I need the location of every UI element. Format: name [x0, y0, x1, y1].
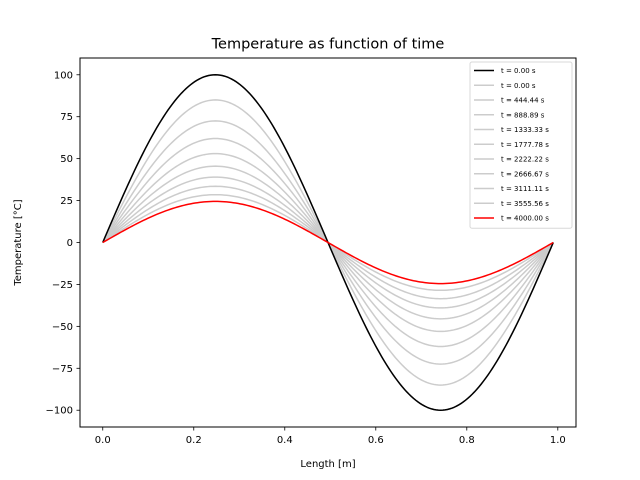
- x-tick-label: 1.0: [550, 435, 566, 446]
- y-tick-label: −50: [52, 322, 73, 333]
- x-axis-title: Length [m]: [300, 459, 355, 470]
- legend-label: t = 888.89 s: [501, 111, 545, 119]
- y-tick-label: 50: [60, 154, 73, 165]
- legend-label: t = 444.44 s: [501, 97, 545, 105]
- y-tick-label: 25: [60, 196, 73, 207]
- legend-label: t = 2222.22 s: [501, 156, 549, 164]
- plot-lines: [102, 74, 554, 411]
- x-tick-label: 0.6: [368, 435, 384, 446]
- y-axis-title: Temperature [°C]: [13, 199, 24, 286]
- legend-label: t = 4000.00 s: [501, 215, 549, 223]
- y-tick-label: 100: [54, 70, 73, 81]
- y-axis-ticks: −100 −75 −50 −25 0 25 50 75 100: [46, 70, 80, 417]
- legend: t = 0.00 s t = 0.00 s t = 444.44 s t = 888.…: [469, 61, 573, 229]
- legend-label: t = 3111.11 s: [501, 185, 549, 193]
- y-tick-label: −75: [52, 364, 73, 375]
- chart-title: Temperature as function of time: [211, 37, 445, 53]
- legend-label: t = 0.00 s: [501, 67, 536, 75]
- y-tick-label: 75: [60, 112, 73, 123]
- x-axis-ticks: 0.0 0.2 0.4 0.6 0.8 1.0: [95, 427, 566, 446]
- y-tick-label: −100: [46, 406, 73, 417]
- legend-label: t = 1777.78 s: [501, 141, 549, 149]
- series-line-10: [102, 200, 554, 285]
- y-tick-label: 0: [67, 238, 73, 249]
- legend-label: t = 3555.56 s: [501, 200, 549, 208]
- legend-label: t = 0.00 s: [501, 82, 536, 90]
- x-tick-label: 0.8: [459, 435, 475, 446]
- legend-label: t = 2666.67 s: [501, 170, 549, 178]
- x-tick-label: 0.4: [277, 435, 293, 446]
- x-tick-label: 0.0: [95, 435, 111, 446]
- y-tick-label: −25: [52, 280, 73, 291]
- legend-label: t = 1333.33 s: [501, 126, 549, 134]
- x-tick-label: 0.2: [186, 435, 202, 446]
- legend-frame: [469, 61, 573, 229]
